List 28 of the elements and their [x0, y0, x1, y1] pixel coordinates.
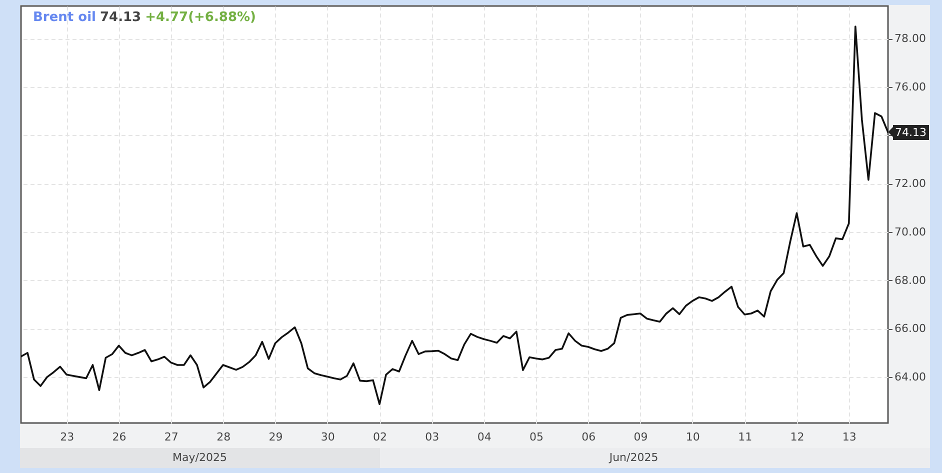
x-tick-label: 06 [582, 430, 596, 444]
x-tick-label: 12 [790, 430, 804, 444]
chart-subtitle: 74.13 [100, 10, 142, 25]
x-tick-label: 28 [216, 430, 231, 444]
y-tick-label: 64.00 [894, 370, 926, 384]
x-tick-label: 04 [477, 430, 492, 444]
text: May/2025 [172, 450, 227, 465]
x-tick-label: 09 [634, 430, 648, 444]
y-tick-label: 70.00 [894, 226, 926, 239]
chart-title: Brent oil [33, 10, 96, 25]
text: Jun/2025 [609, 450, 658, 465]
y-tick-label: 78.00 [894, 32, 926, 46]
x-tick-label: 23 [60, 430, 74, 444]
annotation: +4.77(+6.88%) [145, 10, 256, 25]
x-tick-label: 11 [738, 430, 752, 444]
x-tick-label: 03 [425, 430, 440, 444]
x-tick-label: 26 [112, 430, 126, 444]
x-tick-label: 10 [686, 430, 700, 444]
x-tick-label: 05 [529, 430, 544, 444]
x-tick-label: 29 [268, 430, 283, 444]
x-tick-label: 27 [164, 430, 178, 444]
y-tick-label: 66.00 [894, 322, 926, 336]
x-tick-label: 13 [842, 430, 856, 444]
y-tick-label: 76.00 [894, 80, 926, 94]
y-tick-label: 72.00 [894, 177, 926, 190]
y-tick-label: 68.00 [894, 274, 926, 287]
x-tick-label: 02 [373, 430, 388, 444]
x-tick-label: 30 [320, 430, 335, 444]
